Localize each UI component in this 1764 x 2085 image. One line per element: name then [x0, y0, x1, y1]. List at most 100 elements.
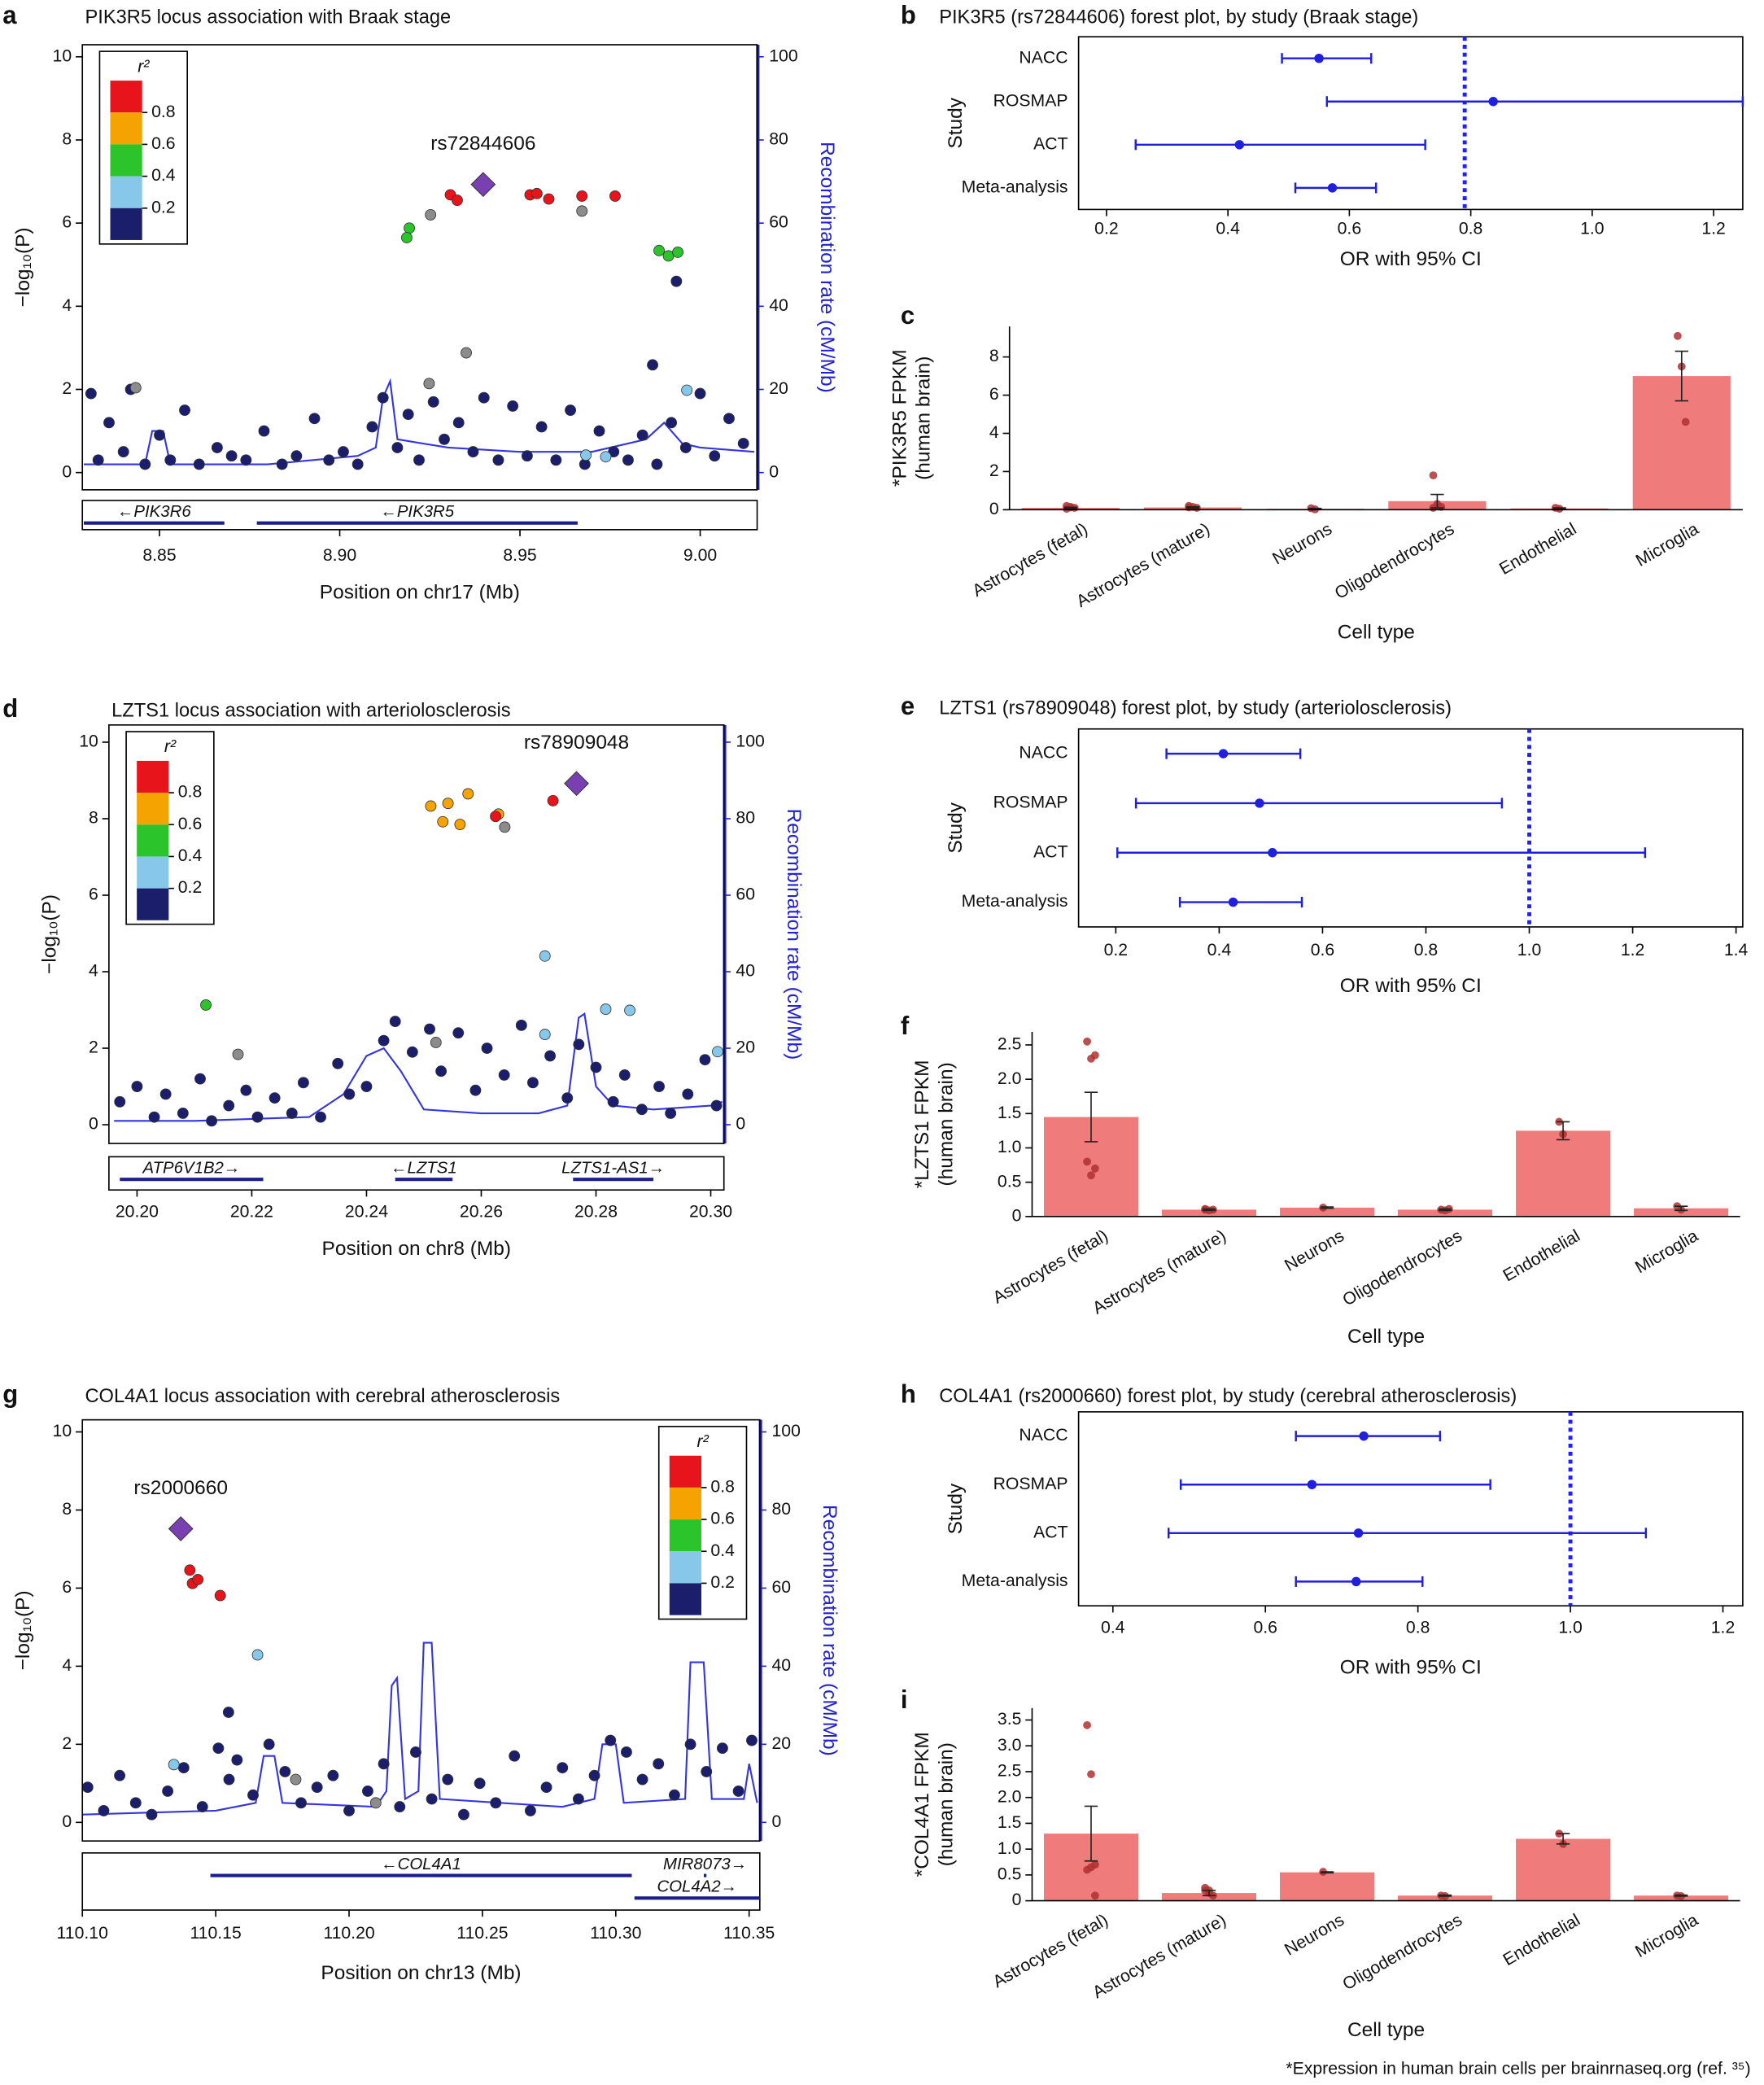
x-tick-label: Neurons [1269, 519, 1335, 568]
snp-point [539, 1029, 551, 1041]
panel-label: b [901, 1, 916, 29]
snp-point [454, 819, 466, 830]
snp-point [295, 1797, 307, 1809]
y-axis-label: −log₁₀(P) [12, 1590, 34, 1670]
snp-point [240, 454, 252, 466]
x-tick-label: 0.6 [1311, 941, 1335, 959]
y-axis-label: Study [945, 802, 967, 853]
gene-label: ←PIK3R5 [380, 503, 454, 521]
y-axis-label: Study [945, 1483, 967, 1534]
lead-snp [168, 1516, 194, 1541]
snp-point [323, 454, 335, 466]
snp-point [547, 794, 559, 806]
snp-point [400, 232, 413, 243]
x-tick-label: 8.90 [323, 546, 356, 565]
snp-point [576, 190, 588, 202]
y-tick-label: 2.5 [998, 1762, 1022, 1781]
x-tick-label: 1.0 [1580, 220, 1604, 238]
snp-point [404, 222, 415, 234]
odds-ratio-point [1314, 53, 1324, 63]
y-axis-label: (human brain) [913, 356, 935, 480]
snp-point [179, 404, 190, 416]
snp-point [159, 1088, 172, 1100]
snp-point [129, 382, 142, 394]
snp-point [622, 454, 634, 466]
x-tick-label: Astrocytes (mature) [1089, 1911, 1229, 2002]
y2-tick-label: 0 [772, 1812, 782, 1831]
plot-frame [108, 724, 725, 1144]
snp-point [311, 1781, 323, 1794]
snp-point [679, 442, 692, 453]
snp-point [539, 950, 551, 962]
y2-tick-label: 0 [769, 462, 779, 481]
panel-label: d [2, 694, 18, 723]
snp-point [490, 811, 502, 823]
snp-point [699, 1054, 711, 1066]
snp-point [709, 450, 721, 462]
x-tick-label: Astrocytes (fetal) [990, 1911, 1111, 1992]
gene-track-frame [108, 1156, 725, 1191]
legend-swatch [137, 888, 169, 920]
x-axis-label: Cell type [1338, 622, 1415, 644]
snp-point [435, 1065, 448, 1077]
snp-point [437, 815, 449, 828]
snp-point [378, 1034, 390, 1047]
y-tick-label: 8 [89, 809, 98, 828]
x-tick-label: 110.20 [323, 1924, 374, 1943]
snp-point [114, 1769, 126, 1781]
legend-title: r² [164, 737, 177, 756]
snp-point [647, 359, 659, 371]
snp-point [148, 1111, 160, 1123]
snp-point [526, 1077, 539, 1089]
snp-point [666, 417, 678, 429]
snp-point [478, 391, 490, 404]
x-tick-label: 20.26 [460, 1203, 503, 1222]
x-tick-label: 0.8 [1414, 941, 1439, 959]
panel-label: f [901, 1012, 910, 1040]
snp-point [426, 1793, 438, 1805]
snp-point [423, 378, 435, 390]
snp-point [442, 798, 454, 810]
legend-swatch [110, 81, 142, 113]
y-tick-label: 3.0 [998, 1736, 1022, 1755]
snp-point [607, 1095, 619, 1108]
snp-point [746, 1734, 758, 1746]
snp-point [402, 409, 414, 421]
y-tick-label: 10 [53, 46, 72, 65]
x-tick-label: 0.2 [1104, 941, 1129, 959]
x-axis-label: Cell type [1347, 1326, 1425, 1348]
x-tick-label: 1.2 [1701, 220, 1725, 238]
snp-point [425, 800, 437, 812]
x-tick-label: 20.28 [574, 1203, 618, 1222]
snp-point [681, 384, 693, 396]
category-label: NACC [1019, 744, 1068, 763]
snp-point [251, 1649, 264, 1661]
y-axis-label: −log₁₀(P) [39, 894, 61, 974]
snp-point [635, 1104, 648, 1116]
x-tick-label: 20.30 [689, 1203, 732, 1222]
snp-point [168, 1759, 180, 1771]
legend-swatch [110, 144, 142, 177]
y2-tick-label: 40 [769, 296, 788, 315]
lead-snp [564, 771, 589, 797]
sample-point [1087, 1863, 1095, 1872]
x-tick-label: Microglia [1633, 519, 1702, 570]
snp-point [653, 1081, 665, 1092]
panel-label: e [901, 692, 915, 720]
snp-point [240, 1084, 252, 1096]
y2-axis-label: Recombination rate (cM/Mb) [819, 1505, 841, 1756]
snp-point [452, 1027, 465, 1039]
snp-point [521, 450, 533, 462]
snp-point [424, 1023, 435, 1035]
y-tick-label: 2 [62, 1734, 72, 1753]
y-tick-label: 3.5 [998, 1710, 1022, 1729]
y-tick-label: 0.5 [998, 1172, 1022, 1191]
snp-point [461, 347, 472, 359]
legend-label: 0.8 [151, 103, 176, 121]
snp-point [576, 205, 588, 217]
category-label: ROSMAP [993, 1475, 1068, 1493]
y-axis-label: Study [945, 97, 967, 148]
chart-title: COL4A1 locus association with cerebral a… [85, 1386, 560, 1407]
x-tick-label: 0.2 [1094, 220, 1119, 238]
